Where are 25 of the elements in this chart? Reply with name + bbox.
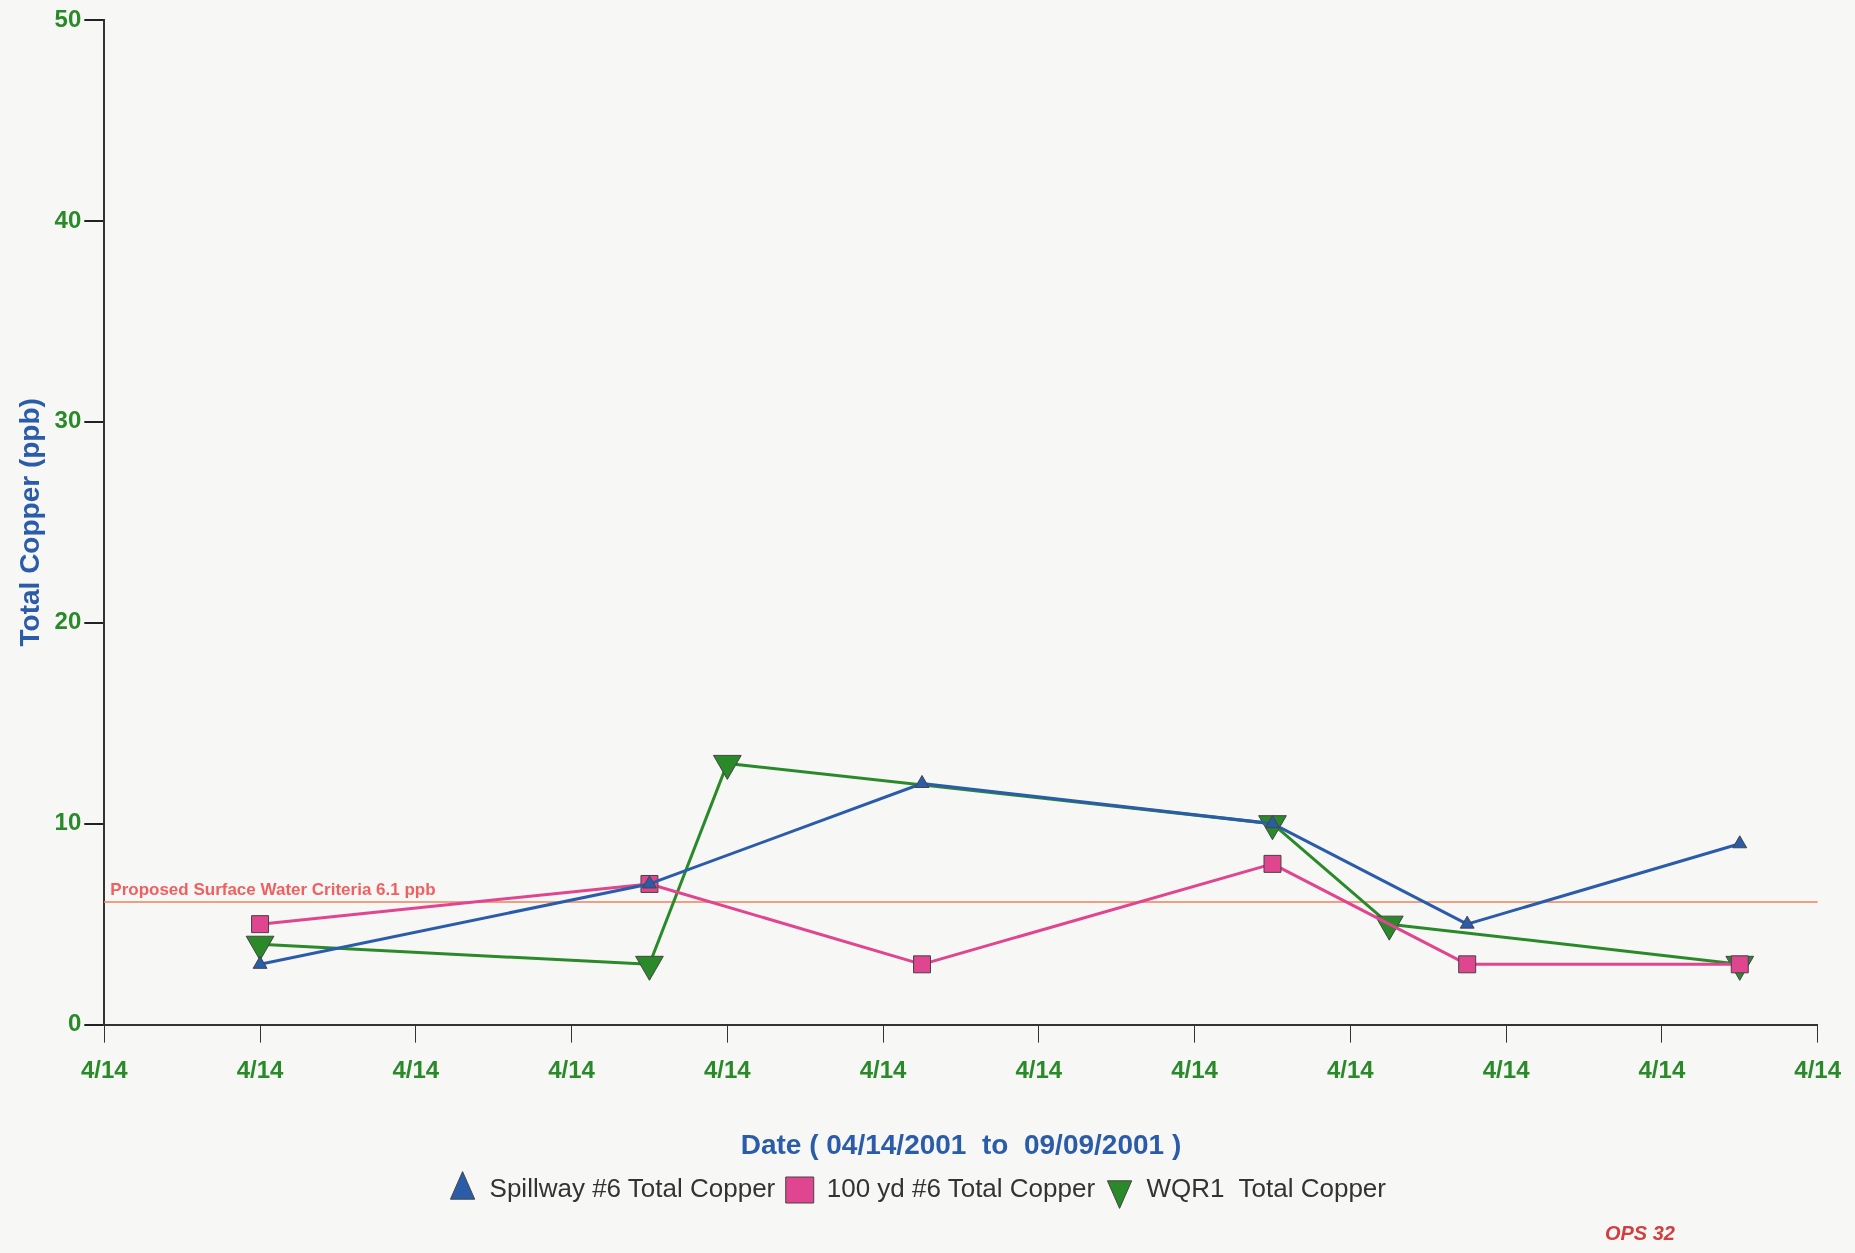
y-tick-label: 50 bbox=[54, 4, 82, 32]
x-tick-label: 4/14 bbox=[548, 1055, 596, 1083]
x-tick-label: 4/14 bbox=[1015, 1055, 1063, 1083]
x-tick-label: 4/14 bbox=[236, 1055, 285, 1083]
x-tick-label: 4/14 bbox=[1794, 1055, 1842, 1083]
legend-label: Spillway #6 Total Copper bbox=[489, 1173, 776, 1204]
x-tick-label: 4/14 bbox=[392, 1055, 440, 1083]
x-tick-label: 4/14 bbox=[1482, 1055, 1531, 1083]
x-axis-title: Date ( 04/14/2001 to 09/09/2001 ) bbox=[740, 1128, 1182, 1160]
text: OPS 32 bbox=[1604, 1222, 1675, 1245]
x-tick-label: 4/14 bbox=[1638, 1055, 1686, 1083]
ref-line-label: Proposed Surface Water Criteria 6.1 ppb bbox=[110, 880, 436, 900]
x-tick-label: 4/14 bbox=[1171, 1055, 1219, 1083]
y-tick-label: 30 bbox=[54, 406, 82, 434]
legend-label: WQR1 Total Copper bbox=[1146, 1173, 1387, 1204]
x-tick-label: 4/14 bbox=[1327, 1055, 1375, 1083]
y-tick-label: 0 bbox=[67, 1009, 82, 1037]
x-tick-label: 4/14 bbox=[859, 1055, 908, 1083]
y-tick-label: 20 bbox=[54, 607, 82, 635]
y-tick-label: 10 bbox=[54, 808, 82, 836]
y-tick-label: 40 bbox=[54, 205, 82, 233]
x-tick-label: 4/14 bbox=[703, 1055, 752, 1083]
x-tick-label: 4/14 bbox=[80, 1055, 129, 1083]
y-axis-title: Total Copper (ppb) bbox=[13, 398, 45, 647]
legend-label: 100 yd #6 Total Copper bbox=[826, 1173, 1096, 1204]
